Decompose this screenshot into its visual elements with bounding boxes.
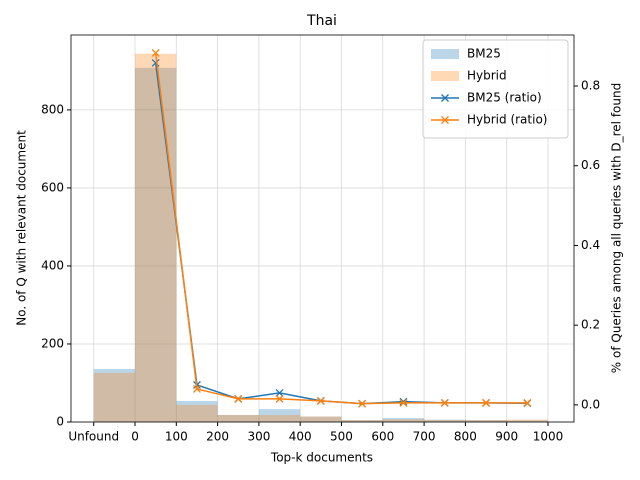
x-tick-label: 300	[247, 430, 270, 444]
histogram-bar	[135, 67, 177, 422]
x-tick-label: 200	[206, 430, 229, 444]
x-tick-label: 0	[131, 430, 139, 444]
histogram-bar	[341, 420, 383, 422]
ratio-marker	[151, 48, 160, 57]
histogram-bar	[300, 416, 342, 422]
histogram-bar	[424, 419, 466, 422]
ratio-marker	[234, 394, 243, 403]
histogram-bar	[465, 420, 507, 422]
y-axis-label: No. of Q with relevant document	[15, 130, 29, 326]
histogram-bar	[506, 420, 548, 422]
histogram-bar	[135, 53, 177, 423]
ratio-line	[154, 52, 528, 405]
histogram-bar	[258, 409, 301, 422]
y2-tick-label: 0.8	[581, 79, 600, 93]
x-tick-label: Unfound	[68, 430, 119, 444]
ratio-marker	[358, 399, 367, 408]
x-tick-label: 800	[454, 430, 477, 444]
histogram-bar	[258, 414, 301, 422]
y-tick-label: 400	[41, 258, 64, 272]
histogram-bar	[465, 420, 507, 422]
histogram-bar	[176, 400, 218, 422]
x-tick-label: 400	[289, 430, 312, 444]
histogram-bar	[217, 414, 259, 422]
histogram-bar	[93, 372, 136, 422]
y2-tick-label: 0.0	[581, 397, 600, 411]
histogram-bar	[300, 416, 342, 422]
y2-tick-label: 0.2	[581, 318, 600, 332]
legend-label: BM25 (ratio)	[467, 91, 542, 105]
y-tick-label: 600	[41, 180, 64, 194]
histogram-bar	[382, 418, 425, 422]
ratio-marker	[192, 384, 201, 393]
chart-title: Thai	[306, 13, 337, 29]
ratio-marker	[440, 398, 449, 407]
y2-tick-label: 0.6	[581, 158, 600, 172]
legend-label: BM25	[467, 47, 501, 61]
x-tick-label: 500	[330, 430, 353, 444]
legend-marker	[441, 116, 449, 124]
ratio-marker	[316, 396, 325, 405]
x-tick-label: 100	[165, 430, 188, 444]
histogram-bar	[382, 419, 425, 422]
histogram-bar	[341, 420, 383, 422]
legend-swatch	[431, 49, 459, 59]
histogram-bar	[506, 419, 548, 422]
legend-label: Hybrid (ratio)	[467, 113, 547, 127]
legend-swatch	[431, 71, 459, 81]
ratio-marker	[399, 397, 408, 406]
x-tick-label: 600	[371, 430, 394, 444]
ratio-marker	[275, 394, 284, 403]
ratio-marker	[482, 398, 490, 407]
x-tick-label: 700	[413, 430, 436, 444]
histogram-bar	[176, 404, 218, 422]
histogram-bar	[424, 420, 466, 422]
ratio-marker	[399, 398, 408, 407]
histogram-bar	[217, 414, 259, 422]
legend-marker	[441, 94, 449, 102]
x-axis-label: Top-k documents	[270, 451, 373, 465]
legend-label: Hybrid	[467, 69, 507, 83]
y-tick-label: 0	[56, 415, 64, 429]
x-tick-label: 1000	[533, 430, 564, 444]
ratio-marker	[275, 388, 284, 397]
y-tick-label: 200	[41, 336, 64, 350]
plot-frame	[70, 34, 575, 423]
ratio-marker	[523, 398, 532, 407]
y2-tick-label: 0.4	[581, 238, 600, 252]
y2-axis-label: % of Queries among all queries with D_re…	[610, 83, 624, 373]
histogram-bar	[93, 368, 136, 422]
y-tick-label: 800	[41, 102, 64, 116]
x-tick-label: 900	[495, 430, 518, 444]
legend-box	[422, 39, 569, 139]
ratio-marker	[151, 58, 160, 67]
